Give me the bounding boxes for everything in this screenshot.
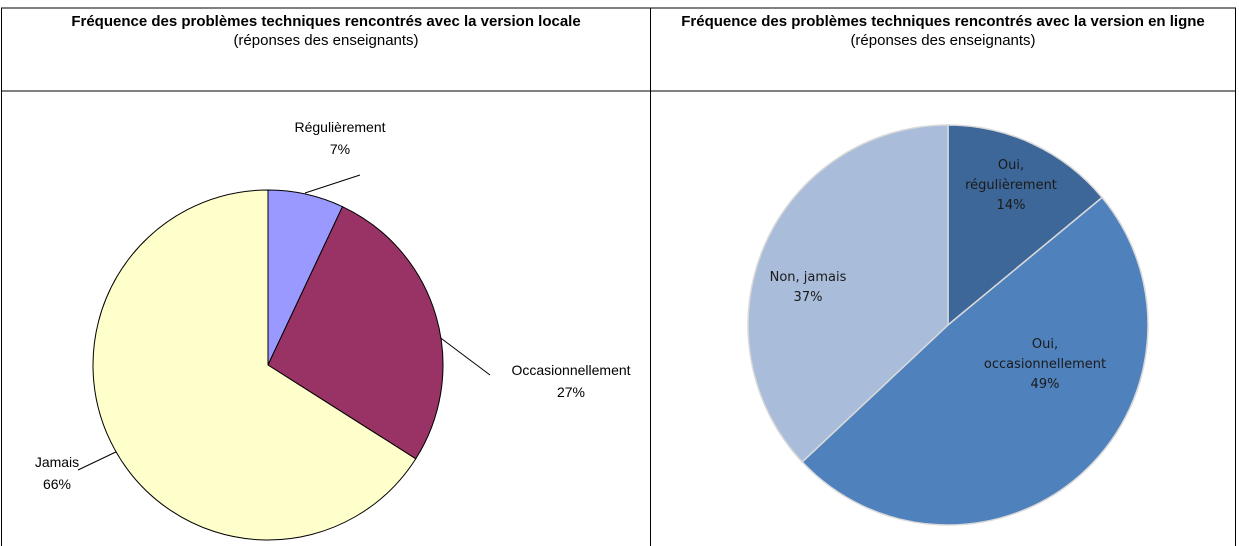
- slice-label: Régulièrement 7%: [270, 116, 410, 160]
- slice-label: Jamais 66%: [12, 451, 102, 495]
- pie-slice: [747, 124, 949, 463]
- category-label: Non, jamais: [769, 270, 847, 285]
- value-label: 14%: [996, 198, 1026, 213]
- chart-title: Fréquence des problèmes techniques renco…: [681, 13, 1205, 30]
- slice-label: Oui, régulièrement 14%: [961, 156, 1061, 216]
- leader-line: [77, 449, 121, 471]
- pie-slice: [92, 189, 417, 541]
- chart-subtitle: (réponses des enseignants): [850, 32, 1036, 49]
- chart-title: Fréquence des problèmes techniques renco…: [71, 13, 581, 30]
- value-label: 66%: [42, 476, 72, 492]
- value-label: 37%: [793, 290, 823, 305]
- category-label: Jamais: [34, 454, 80, 470]
- value-label: 7%: [329, 141, 351, 157]
- category-label: Oui, occasionnellement: [983, 337, 1107, 372]
- slice-label: Oui, occasionnellement 49%: [980, 335, 1110, 395]
- header-cell: Fréquence des problèmes techniques renco…: [651, 8, 1235, 91]
- chart-subtitle: (réponses des enseignants): [233, 32, 419, 49]
- category-label: Occasionnellement: [511, 362, 631, 378]
- pie-slice: [947, 124, 1104, 327]
- header-cell: Fréquence des problèmes techniques renco…: [2, 8, 650, 91]
- slice-label: Non, jamais 37%: [753, 268, 863, 308]
- pie-slice: [267, 205, 444, 460]
- value-label: 49%: [1030, 377, 1060, 392]
- leader-line: [304, 174, 361, 194]
- pie-slice: [801, 196, 1149, 526]
- value-label: 27%: [556, 384, 586, 400]
- category-label: Oui, régulièrement: [965, 158, 1057, 193]
- category-label: Régulièrement: [294, 119, 386, 135]
- slice-label: Occasionnellement 27%: [491, 359, 651, 403]
